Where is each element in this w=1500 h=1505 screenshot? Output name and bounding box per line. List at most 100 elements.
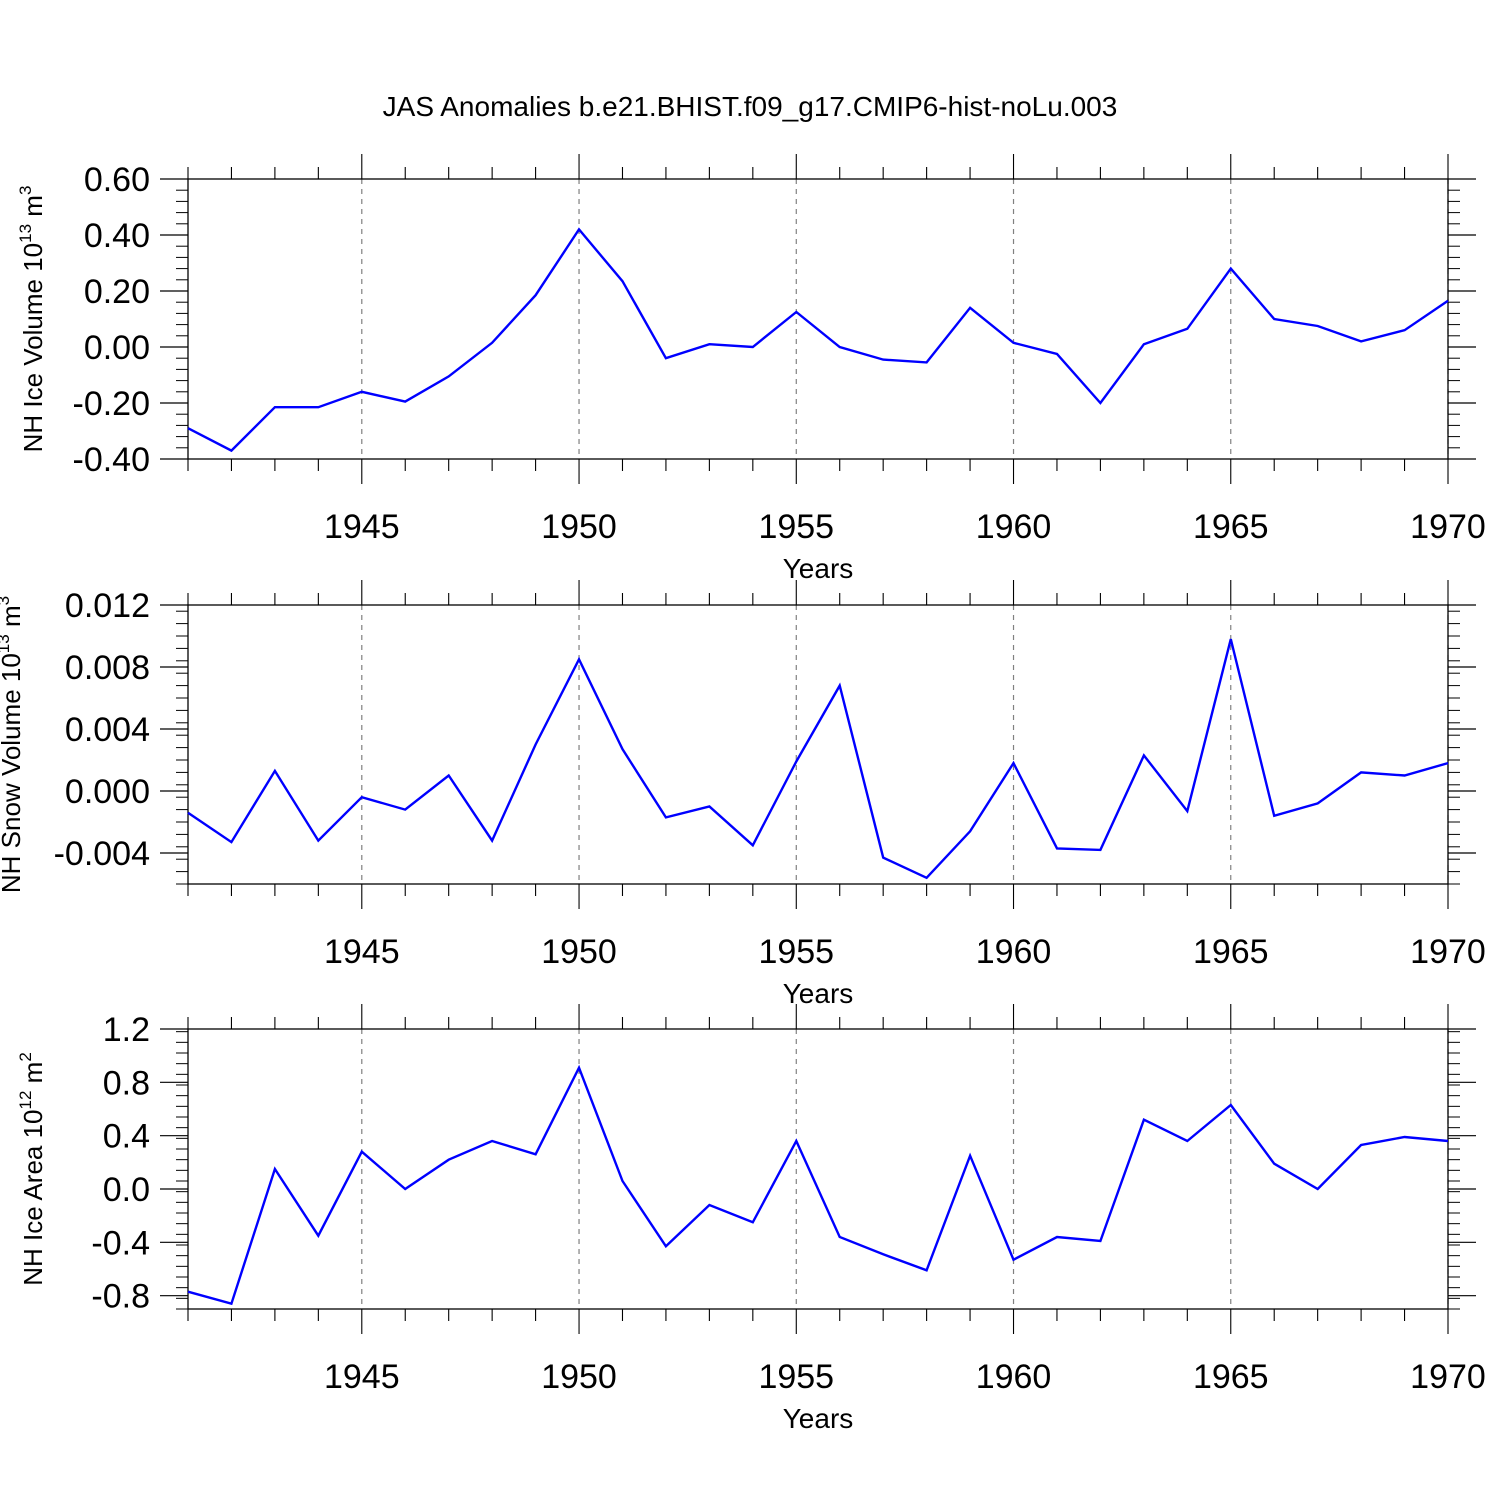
data-point	[1316, 324, 1320, 328]
data-point	[1098, 1239, 1102, 1243]
data-point	[1446, 1139, 1450, 1143]
data-point	[186, 1290, 190, 1294]
data-point	[229, 449, 233, 453]
data-point	[1446, 761, 1450, 765]
data-point	[968, 829, 972, 833]
data-point	[577, 227, 581, 231]
data-point	[838, 684, 842, 688]
data-point	[360, 1150, 364, 1154]
x-tick-label: 1945	[324, 933, 400, 971]
x-axis-label: Years	[783, 1403, 854, 1434]
series-line	[187, 1064, 1449, 1306]
y-axis-label: NH Snow Volume 1013 m3	[0, 596, 26, 893]
data-point	[1272, 317, 1276, 321]
data-point	[664, 356, 668, 360]
data-point	[1055, 846, 1059, 850]
data-point	[1359, 770, 1363, 774]
series-line	[187, 638, 1449, 880]
data-point	[794, 1139, 798, 1143]
data-point	[1272, 1162, 1276, 1166]
series-line	[187, 227, 1449, 453]
data-point	[1316, 1187, 1320, 1191]
data-point	[577, 1066, 581, 1070]
data-point	[838, 1235, 842, 1239]
data-point	[490, 341, 494, 345]
data-point	[1142, 1118, 1146, 1122]
data-point	[881, 358, 885, 362]
x-tick-label: 1965	[1193, 508, 1269, 546]
data-point	[403, 1187, 407, 1191]
data-point	[360, 795, 364, 799]
y-tick-label: -0.8	[91, 1278, 150, 1316]
data-point	[1185, 1139, 1189, 1143]
data-point	[968, 306, 972, 310]
data-point	[794, 760, 798, 764]
data-point	[273, 769, 277, 773]
y-tick-label: 0.60	[84, 161, 150, 199]
data-point	[273, 405, 277, 409]
x-axis-label: Years	[783, 978, 854, 1009]
y-tick-label: 0.0	[103, 1171, 150, 1209]
data-point	[1012, 1258, 1016, 1262]
y-axis-label: NH Ice Area 1012 m2	[16, 1052, 48, 1286]
data-point	[881, 1252, 885, 1256]
data-point	[925, 1268, 929, 1272]
data-point	[664, 1244, 668, 1248]
data-point	[447, 1158, 451, 1162]
data-point	[1359, 1143, 1363, 1147]
data-point	[1403, 1135, 1407, 1139]
x-tick-label: 1960	[976, 933, 1052, 971]
data-point	[1316, 801, 1320, 805]
plot-frame	[187, 1028, 1449, 1310]
data-point	[316, 1234, 320, 1238]
y-tick-label: -0.20	[73, 385, 151, 423]
x-tick-label: 1950	[541, 933, 617, 971]
data-point	[1272, 814, 1276, 818]
y-tick-label: 0.008	[65, 649, 150, 687]
data-point	[1142, 342, 1146, 346]
y-tick-label: -0.40	[73, 441, 151, 479]
x-tick-label: 1965	[1193, 1358, 1269, 1396]
y-tick-label: 0.00	[84, 329, 150, 367]
data-point	[968, 1154, 972, 1158]
data-point	[1185, 327, 1189, 331]
y-tick-label: 0.20	[84, 273, 150, 311]
y-tick-label: 0.012	[65, 587, 150, 625]
x-tick-label: 1960	[976, 508, 1052, 546]
data-point	[751, 1220, 755, 1224]
data-point	[490, 1139, 494, 1143]
data-point	[1229, 637, 1233, 641]
data-point	[1403, 328, 1407, 332]
data-point	[1012, 341, 1016, 345]
x-tick-label: 1955	[758, 933, 834, 971]
data-point	[186, 426, 190, 430]
x-tick-label: 1950	[541, 1358, 617, 1396]
y-tick-label: 0.40	[84, 217, 150, 255]
data-point	[534, 1152, 538, 1156]
data-point	[1012, 761, 1016, 765]
data-point	[1098, 848, 1102, 852]
x-tick-label: 1970	[1410, 933, 1486, 971]
data-point	[707, 1203, 711, 1207]
y-tick-label: 0.4	[103, 1118, 150, 1156]
panel-1: 0.60 0.40 0.20 0.00 -0.20 -0.40 1945 1950 1955 19…	[16, 154, 1486, 584]
data-point	[925, 360, 929, 364]
plot-frame	[187, 604, 1449, 885]
data-point	[403, 400, 407, 404]
panel-3: 1.2 0.8 0.4 0.0 -0.4 -0.8 1945 1950 1955 1960 1965…	[16, 1004, 1486, 1434]
y-axis-label: NH Ice Volume 1013 m3	[16, 186, 48, 453]
y-tick-label: 0.000	[65, 773, 150, 811]
y-tick-label: 0.8	[103, 1064, 150, 1102]
x-tick-label: 1955	[758, 508, 834, 546]
data-point	[1098, 401, 1102, 405]
data-point	[273, 1167, 277, 1171]
x-tick-label: 1945	[324, 1358, 400, 1396]
data-point	[707, 805, 711, 809]
y-tick-label: 1.2	[103, 1011, 150, 1049]
data-point	[620, 279, 624, 283]
data-point	[664, 815, 668, 819]
data-point	[316, 405, 320, 409]
y-tick-label: -0.4	[91, 1224, 150, 1262]
data-point	[1185, 809, 1189, 813]
